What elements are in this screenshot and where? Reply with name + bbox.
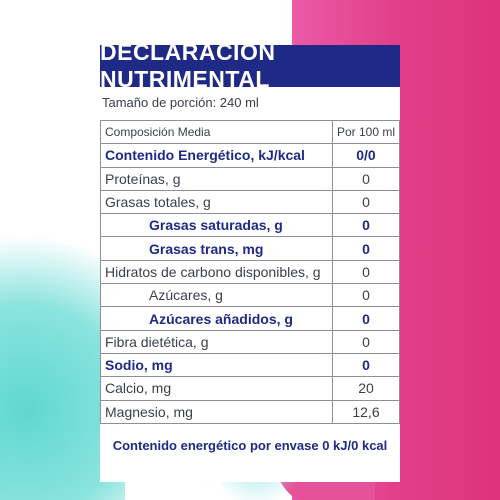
nutrient-value: 0 [331, 259, 401, 285]
header-value: Por 100 ml [331, 119, 401, 145]
nutrient-value: 0 [331, 352, 401, 378]
nutrient-label: Grasas saturadas, g [100, 213, 333, 238]
nutrient-value: 0 [331, 189, 401, 215]
table-row: Magnesio, mg 12,6 [100, 399, 401, 424]
table-header-row: Composición Media Por 100 ml [100, 119, 401, 145]
nutrient-value: 0 [331, 213, 401, 238]
nutrient-value: 0 [331, 166, 401, 191]
nutrient-value: 20 [331, 376, 401, 401]
nutrient-label: Contenido Energético, kJ/kcal [100, 143, 333, 168]
nutrition-table: Composición Media Por 100 ml Contenido E… [100, 119, 401, 424]
nutrient-label: Magnesio, mg [100, 399, 333, 424]
table-row: Calcio, mg 20 [100, 376, 401, 401]
nutrient-label: Grasas totales, g [100, 189, 333, 215]
table-row: Grasas trans, mg 0 [100, 236, 401, 261]
nutrient-label: Hidratos de carbono disponibles, g [100, 259, 333, 285]
nutrient-label: Proteínas, g [100, 166, 333, 191]
nutrient-value: 0 [331, 283, 401, 308]
nutrient-label: Grasas trans, mg [100, 236, 333, 261]
table-row: Sodio, mg 0 [100, 352, 401, 378]
nutrient-value: 0 [331, 236, 401, 261]
nutrient-value: 0 [331, 329, 401, 354]
nutrient-label: Azúcares, g [100, 283, 333, 308]
nutrient-value: 0/0 [331, 143, 401, 168]
nutrient-value: 12,6 [331, 399, 401, 424]
header-label: Composición Media [100, 119, 333, 145]
table-row: Contenido Energético, kJ/kcal 0/0 [100, 143, 401, 168]
label-title: DECLARACIÓN NUTRIMENTAL [100, 39, 400, 92]
nutrient-value: 0 [331, 306, 401, 331]
nutrient-label: Calcio, mg [100, 376, 333, 401]
nutrient-label: Fibra dietética, g [100, 329, 333, 354]
energy-per-container: Contenido energético por envase 0 kJ/0 k… [112, 438, 388, 453]
nutrient-label: Azúcares añadidos, g [100, 306, 333, 331]
portion-size: Tamaño de porción: 240 ml [102, 95, 259, 110]
nutrient-label: Sodio, mg [100, 352, 333, 378]
